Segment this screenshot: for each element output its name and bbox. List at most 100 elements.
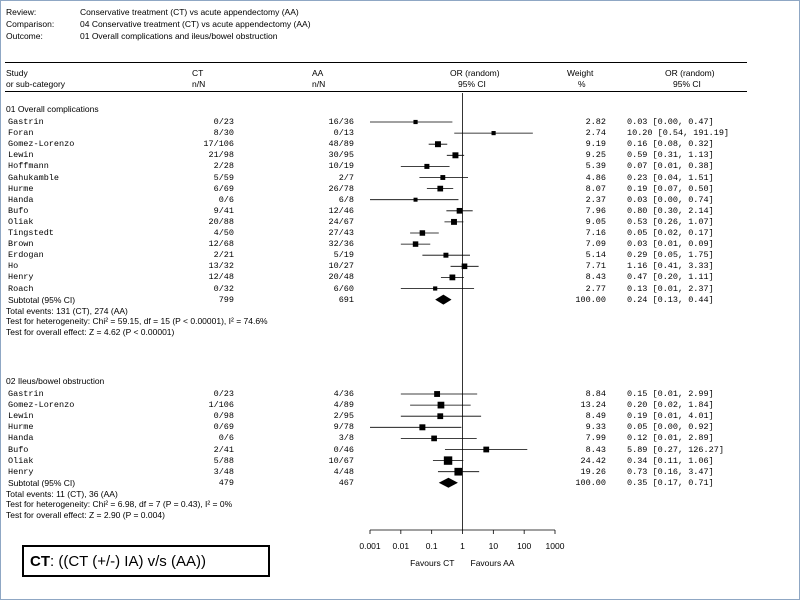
x-tick-label: 0.001	[359, 541, 381, 551]
study-ct: 12/68	[208, 239, 234, 250]
study-name: Gomez-Lorenzo	[8, 139, 75, 150]
study-ct: 0/98	[213, 411, 234, 422]
study-weight: 8.43	[585, 272, 606, 283]
study-or-ci: 0.19 [0.01, 4.01]	[627, 411, 714, 422]
x-tick-label: 1000	[546, 541, 565, 551]
study-weight: 9.19	[585, 139, 606, 150]
favours-ct-label: Favours CT	[410, 558, 454, 568]
study-name: Bufo	[8, 205, 29, 216]
study-weight: 9.25	[585, 150, 606, 161]
caption-bold: CT	[30, 552, 50, 570]
study-or-ci: 0.03 [0.01, 0.09]	[627, 239, 714, 250]
study-or-ci: 0.73 [0.16, 3.47]	[627, 466, 714, 477]
point-estimate	[434, 391, 441, 397]
outcome-value: 01 Overall complications and ileus/bowel…	[80, 31, 278, 41]
study-ct: 9/41	[213, 205, 234, 216]
subtotal-label: Subtotal (95% CI)	[8, 294, 76, 305]
study-ct: 4/50	[213, 228, 234, 238]
study-aa: 24/67	[328, 216, 354, 227]
study-weight: 13.24	[580, 400, 606, 411]
study-name: Brown	[8, 239, 34, 250]
study-or-ci: 1.16 [0.41, 3.33]	[627, 261, 714, 272]
point-estimate	[451, 218, 457, 225]
study-aa: 26/78	[328, 183, 354, 194]
subtotal-ct: 799	[218, 294, 234, 305]
point-estimate	[461, 263, 468, 270]
study-ct: 17/106	[203, 139, 234, 150]
study-ct: 5/59	[213, 172, 234, 183]
study-or-ci: 10.20 [0.54, 191.19]	[627, 128, 730, 139]
group-title: 01 Overall complications	[6, 104, 99, 114]
x-tick-label: 1	[460, 541, 465, 551]
column-header-study: Study	[6, 68, 28, 78]
column-header-aa: AA	[312, 68, 324, 78]
subtotal-or-ci: 0.35 [0.17, 0.71]	[627, 477, 714, 488]
point-estimate	[419, 230, 426, 236]
study-weight: 7.09	[585, 239, 606, 250]
study-or-ci: 0.80 [0.30, 2.14]	[627, 205, 714, 216]
study-name: Hurme	[8, 183, 34, 194]
study-weight: 8.84	[585, 389, 606, 399]
study-aa: 30/95	[328, 150, 354, 161]
study-name: Bufo	[8, 444, 29, 455]
comparison-label: Comparison:	[6, 19, 55, 29]
study-aa: 2/7	[338, 172, 354, 183]
point-estimate	[413, 197, 418, 202]
study-name: Gomez-Lorenzo	[8, 400, 75, 411]
study-weight: 4.86	[585, 172, 606, 183]
review-value: Conservative treatment (CT) vs acute app…	[80, 7, 299, 17]
study-aa: 12/46	[328, 205, 354, 216]
point-estimate	[483, 446, 490, 453]
study-or-ci: 0.05 [0.00, 0.92]	[627, 422, 714, 433]
x-tick-label: 0.1	[426, 541, 438, 551]
point-estimate	[491, 131, 496, 136]
study-aa: 48/89	[328, 139, 354, 150]
subtotal-aa: 691	[338, 294, 354, 305]
study-aa: 0/46	[333, 444, 354, 455]
pooled-diamond	[438, 477, 458, 488]
point-estimate	[419, 424, 426, 431]
subtotal-label: Subtotal (95% CI)	[8, 477, 76, 488]
study-weight: 7.16	[585, 228, 606, 238]
outcome-label: Outcome:	[6, 31, 43, 41]
point-estimate	[413, 119, 418, 125]
group-note: Test for overall effect: Z = 4.62 (P < 0…	[6, 326, 175, 337]
study-weight: 2.77	[585, 283, 606, 294]
study-weight: 2.82	[585, 117, 606, 127]
study-ct: 2/41	[213, 444, 234, 455]
study-name: Tingstedt	[8, 228, 54, 238]
subtotal-aa: 467	[338, 477, 354, 488]
column-header-or: OR (random)	[450, 68, 500, 78]
study-weight: 24.42	[580, 455, 606, 466]
review-label: Review:	[6, 7, 37, 17]
study-weight: 2.37	[585, 194, 606, 205]
study-aa: 5/19	[333, 250, 354, 261]
study-weight: 9.05	[585, 216, 606, 227]
comparison-value: 04 Conservative treatment (CT) vs acute …	[80, 19, 311, 29]
study-aa: 2/95	[333, 411, 354, 422]
study-ct: 21/98	[208, 150, 234, 161]
study-or-ci: 0.16 [0.08, 0.32]	[627, 139, 714, 150]
column-header-weight-pct: %	[578, 79, 586, 89]
study-aa: 4/48	[333, 466, 354, 477]
study-aa: 32/36	[328, 239, 354, 250]
column-header-or-value-ci: 95% CI	[673, 79, 701, 89]
study-aa: 0/13	[333, 128, 354, 139]
study-ct: 5/88	[213, 455, 234, 466]
study-or-ci: 0.59 [0.31, 1.13]	[627, 150, 714, 161]
study-or-ci: 0.19 [0.07, 0.50]	[627, 183, 714, 194]
point-estimate	[437, 413, 444, 420]
study-weight: 7.96	[585, 205, 606, 216]
study-aa: 6/60	[333, 283, 354, 294]
subtotal-weight: 100.00	[575, 294, 606, 305]
study-weight: 8.07	[585, 183, 606, 194]
point-estimate	[454, 467, 463, 476]
study-ct: 13/32	[208, 261, 234, 272]
point-estimate	[443, 252, 449, 258]
study-or-ci: 0.47 [0.20, 1.11]	[627, 272, 714, 283]
column-header-ct-nn: n/N	[192, 79, 206, 89]
study-or-ci: 0.07 [0.01, 0.38]	[627, 161, 714, 172]
study-name: Erdogan	[8, 250, 44, 261]
pooled-diamond	[435, 294, 452, 305]
